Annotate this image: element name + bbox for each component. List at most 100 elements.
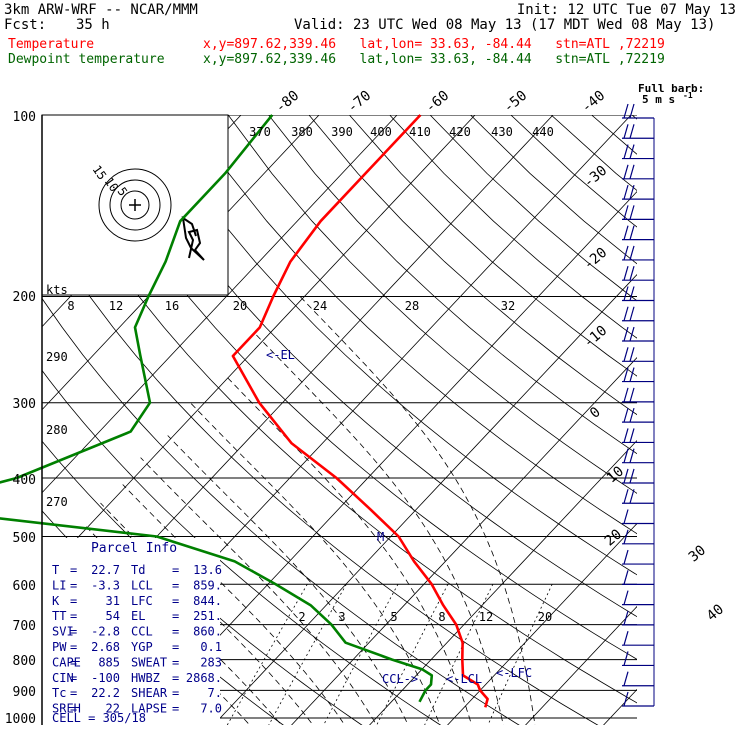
parcel-value: 2.68 (91, 640, 120, 654)
moist-adiabat (122, 484, 346, 725)
parcel-equals: = (172, 563, 179, 577)
parcel-equals: = (172, 640, 179, 654)
parcel-equals: = (70, 609, 77, 623)
init-time: Init: 12 UTC Tue 07 May 13 (516, 2, 736, 18)
parcel-key: K (52, 594, 60, 608)
wind-barb-flag (629, 387, 635, 403)
wind-barb-flag (623, 489, 629, 504)
wind-barb-flag (623, 610, 629, 626)
mixing-ratio-label: 16 (165, 299, 179, 313)
dry-adiabat (268, 115, 637, 455)
parcel-key: LAPSE (131, 702, 167, 716)
mixing-ratio-line (424, 584, 494, 725)
hodograph-ring-label: 10 (102, 175, 122, 195)
temperature-axis-label: -20 (581, 245, 611, 274)
mixing-ratio-line (323, 584, 399, 725)
mixing-ratio-label: 2 (298, 610, 305, 624)
wind-barb-flag (629, 489, 635, 504)
mixing-ratio-line (268, 584, 347, 725)
parcel-key: LFC (131, 594, 153, 608)
lfc-marker: <-LFC (496, 666, 532, 680)
parcel-key: SREH (52, 702, 81, 716)
parcel-value: 22.2 (91, 686, 120, 700)
dry-adiabat (308, 115, 637, 416)
wind-barb-flag (623, 549, 629, 565)
theta-label: 430 (491, 125, 513, 139)
wind-barb-flag (623, 225, 629, 240)
parcel-value: 860. (193, 625, 222, 639)
parcel-value: 2868. (186, 671, 222, 685)
wind-barb-flag (629, 286, 635, 301)
parcel-key: Td (131, 563, 145, 577)
parcel-equals: = (70, 640, 77, 654)
parcel-equals: = (172, 686, 179, 700)
wind-barb-flag (623, 164, 629, 179)
wind-barb-flag (623, 387, 629, 403)
wind-barb-flag (623, 245, 629, 261)
wind-barb-flag (629, 367, 635, 382)
wind-barb-flag (629, 164, 635, 179)
wind-barb-flag (623, 509, 629, 524)
dry-adiabat (591, 115, 637, 155)
mixing-ratio-label: 5 (390, 610, 397, 624)
hodograph-units: kts (46, 283, 68, 297)
parcel-equals: = (70, 563, 77, 577)
dry-adiabat (631, 115, 637, 120)
isotherm-line (42, 115, 476, 577)
mixing-ratio-line (487, 584, 553, 725)
temperature-axis-label: 0 (587, 404, 604, 422)
isotherm-line (135, 191, 637, 725)
moist-adiabat (224, 374, 473, 725)
wind-barb-flag (623, 326, 629, 342)
wind-barbs (622, 103, 655, 707)
temperature-axis-label: -70 (345, 88, 375, 117)
pressure-tick-label: 700 (13, 619, 36, 634)
mixing-ratio-label: 20 (538, 610, 552, 624)
hodograph-origin-icon (129, 199, 141, 211)
parcel-value: 844. (193, 594, 222, 608)
mixing-ratio-label: 8 (67, 299, 74, 313)
barb-legend-title: Full barb: (638, 82, 704, 95)
parcel-info-panel (42, 538, 220, 725)
isotherm-line (525, 605, 637, 725)
pressure-tick-label: 800 (13, 654, 36, 669)
theta-e-label: 270 (46, 495, 68, 509)
dry-adiabat (42, 144, 637, 704)
wind-barb-flag (623, 124, 629, 139)
parcel-equals: = (70, 578, 77, 592)
mixing-ratio-label: 20 (233, 299, 247, 313)
temperature-axis-label: -60 (423, 88, 453, 117)
temperature-axis-label: -50 (501, 88, 531, 117)
theta-e-label: 280 (46, 423, 68, 437)
parcel-equals: = (172, 594, 179, 608)
wind-barb-flag (623, 428, 629, 443)
parcel-key: HWBZ (131, 671, 160, 685)
parcel-value: 13.6 (193, 563, 222, 577)
dry-adiabat (106, 115, 637, 618)
wind-barb-flag (629, 407, 635, 423)
el-marker: <-EL (266, 348, 295, 362)
wind-barb-flag (629, 428, 635, 443)
parcel-equals: = (172, 609, 179, 623)
forecast-hours: 35 h (76, 17, 110, 33)
parcel-key: CCL (131, 625, 153, 639)
temperature-axis-label: 30 (686, 542, 709, 565)
parcel-key: CAPE (52, 655, 81, 669)
parcel-equals: = (172, 625, 179, 639)
parcel-key: TT (52, 609, 66, 623)
parcel-key: PW (52, 640, 67, 654)
hodograph-ring (120, 190, 150, 220)
temperature-axis-label: 20 (602, 526, 625, 549)
parcel-value: 31 (106, 594, 120, 608)
parcel-equals: = (70, 702, 77, 716)
pressure-tick-label: 1000 (5, 712, 36, 727)
wind-barb-flag (623, 266, 629, 281)
wind-barb-flag (623, 529, 629, 544)
parcel-key: EL (131, 609, 145, 623)
dry-adiabat (66, 115, 637, 660)
dry-adiabat (42, 369, 442, 725)
moist-adiabat (254, 332, 504, 725)
mixing-ratio-line (226, 583, 308, 725)
